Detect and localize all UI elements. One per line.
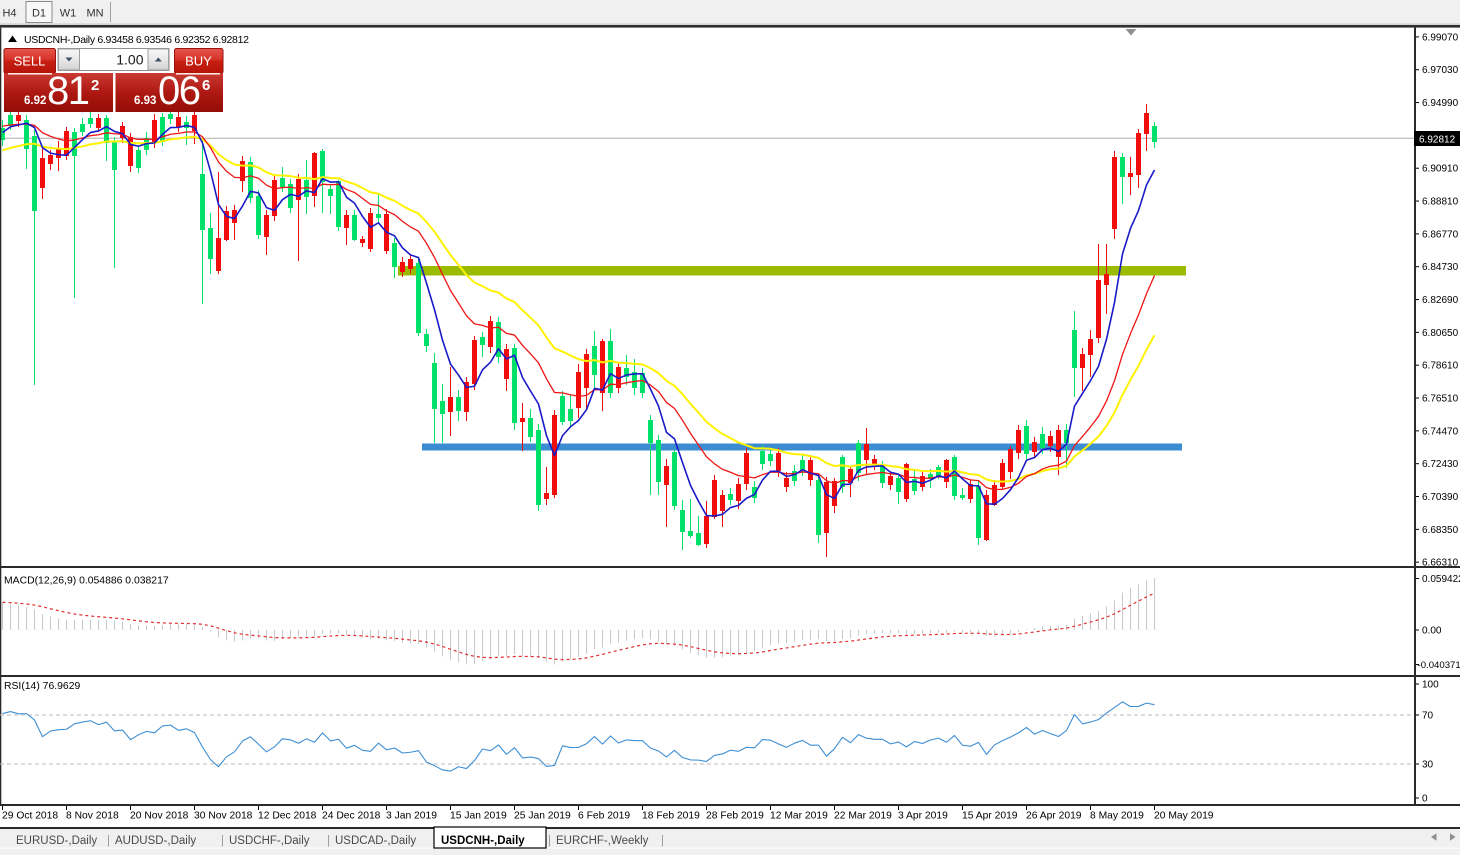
svg-text:24 Dec 2018: 24 Dec 2018 xyxy=(322,811,381,822)
svg-text:3 Jan 2019: 3 Jan 2019 xyxy=(386,811,437,822)
svg-text:H4: H4 xyxy=(2,8,16,20)
svg-text:6.72430: 6.72430 xyxy=(1422,459,1459,470)
svg-text:AUDUSD-,Daily: AUDUSD-,Daily xyxy=(115,835,196,847)
svg-text:6.66310: 6.66310 xyxy=(1422,558,1459,569)
svg-text:12 Mar 2019: 12 Mar 2019 xyxy=(770,811,828,822)
svg-text:6 Feb 2019: 6 Feb 2019 xyxy=(578,811,630,822)
svg-text:USDCHF-,Daily: USDCHF-,Daily xyxy=(229,835,310,847)
svg-text:USDCAD-,Daily: USDCAD-,Daily xyxy=(335,835,416,847)
svg-text:15 Jan 2019: 15 Jan 2019 xyxy=(450,811,507,822)
svg-text:USDCNH-,Daily: USDCNH-,Daily xyxy=(441,835,525,847)
svg-text:D1: D1 xyxy=(32,8,46,20)
svg-text:20 Nov 2018: 20 Nov 2018 xyxy=(130,811,189,822)
svg-text:6.70390: 6.70390 xyxy=(1422,492,1459,503)
svg-text:6.88810: 6.88810 xyxy=(1422,197,1459,208)
svg-text:18 Feb 2019: 18 Feb 2019 xyxy=(642,811,700,822)
svg-text:RSI(14) 76.9629: RSI(14) 76.9629 xyxy=(4,681,80,692)
svg-text:6.84730: 6.84730 xyxy=(1422,262,1459,273)
svg-text:6.82690: 6.82690 xyxy=(1422,295,1459,306)
svg-text:EURUSD-,Daily: EURUSD-,Daily xyxy=(16,835,97,847)
svg-text:EURCHF-,Weekly: EURCHF-,Weekly xyxy=(556,835,649,847)
svg-text:6.92: 6.92 xyxy=(24,95,46,107)
svg-text:12 Dec 2018: 12 Dec 2018 xyxy=(258,811,317,822)
svg-text:6.92812: 6.92812 xyxy=(1419,134,1456,145)
svg-text:0: 0 xyxy=(1422,794,1428,805)
svg-text:2: 2 xyxy=(91,77,99,94)
svg-text:29 Oct 2018: 29 Oct 2018 xyxy=(2,811,58,822)
svg-text:|: | xyxy=(548,835,551,847)
svg-text:W1: W1 xyxy=(60,8,77,20)
svg-text:BUY: BUY xyxy=(185,54,212,69)
svg-text:0.059422: 0.059422 xyxy=(1422,574,1460,585)
svg-text:|: | xyxy=(221,835,224,847)
svg-text:22 Mar 2019: 22 Mar 2019 xyxy=(834,811,892,822)
svg-text:6.74470: 6.74470 xyxy=(1422,426,1459,437)
svg-text:8 May 2019: 8 May 2019 xyxy=(1090,811,1144,822)
svg-text:6.99070: 6.99070 xyxy=(1422,32,1459,43)
svg-text:6.80650: 6.80650 xyxy=(1422,328,1459,339)
svg-text:6.86770: 6.86770 xyxy=(1422,229,1459,240)
svg-text:28 Feb 2019: 28 Feb 2019 xyxy=(706,811,764,822)
svg-text:6.78610: 6.78610 xyxy=(1422,361,1459,372)
svg-text:06: 06 xyxy=(158,69,200,113)
svg-text:26 Apr 2019: 26 Apr 2019 xyxy=(1026,811,1082,822)
svg-text:8 Nov 2018: 8 Nov 2018 xyxy=(66,811,119,822)
svg-text:-0.040371: -0.040371 xyxy=(1418,660,1460,671)
svg-text:6.97030: 6.97030 xyxy=(1422,65,1459,76)
svg-text:MACD(12,26,9) 0.054886 0.03821: MACD(12,26,9) 0.054886 0.038217 xyxy=(4,576,169,587)
svg-text:1.00: 1.00 xyxy=(116,52,143,68)
svg-text:6.68350: 6.68350 xyxy=(1422,525,1459,536)
svg-text:30: 30 xyxy=(1422,760,1434,771)
svg-text:6.90910: 6.90910 xyxy=(1422,164,1459,175)
svg-text:20 May 2019: 20 May 2019 xyxy=(1154,811,1214,822)
svg-text:|: | xyxy=(327,835,330,847)
svg-text:SELL: SELL xyxy=(14,54,46,69)
svg-text:30 Nov 2018: 30 Nov 2018 xyxy=(194,811,253,822)
svg-text:25 Jan 2019: 25 Jan 2019 xyxy=(514,811,571,822)
svg-text:USDCNH-,Daily 6.93458 6.93546: USDCNH-,Daily 6.93458 6.93546 6.92352 6.… xyxy=(24,34,249,46)
svg-text:100: 100 xyxy=(1422,680,1439,691)
svg-text:6.94990: 6.94990 xyxy=(1422,98,1459,109)
svg-text:6.93: 6.93 xyxy=(134,95,156,107)
svg-text:|: | xyxy=(661,835,664,847)
svg-text:81: 81 xyxy=(47,69,89,113)
svg-text:6: 6 xyxy=(202,77,210,94)
svg-text:|: | xyxy=(107,835,110,847)
svg-text:0.00: 0.00 xyxy=(1422,626,1442,637)
svg-text:3 Apr 2019: 3 Apr 2019 xyxy=(898,811,948,822)
svg-text:70: 70 xyxy=(1422,711,1434,722)
svg-text:15 Apr 2019: 15 Apr 2019 xyxy=(962,811,1018,822)
svg-text:MN: MN xyxy=(86,8,103,20)
svg-text:6.76510: 6.76510 xyxy=(1422,394,1459,405)
